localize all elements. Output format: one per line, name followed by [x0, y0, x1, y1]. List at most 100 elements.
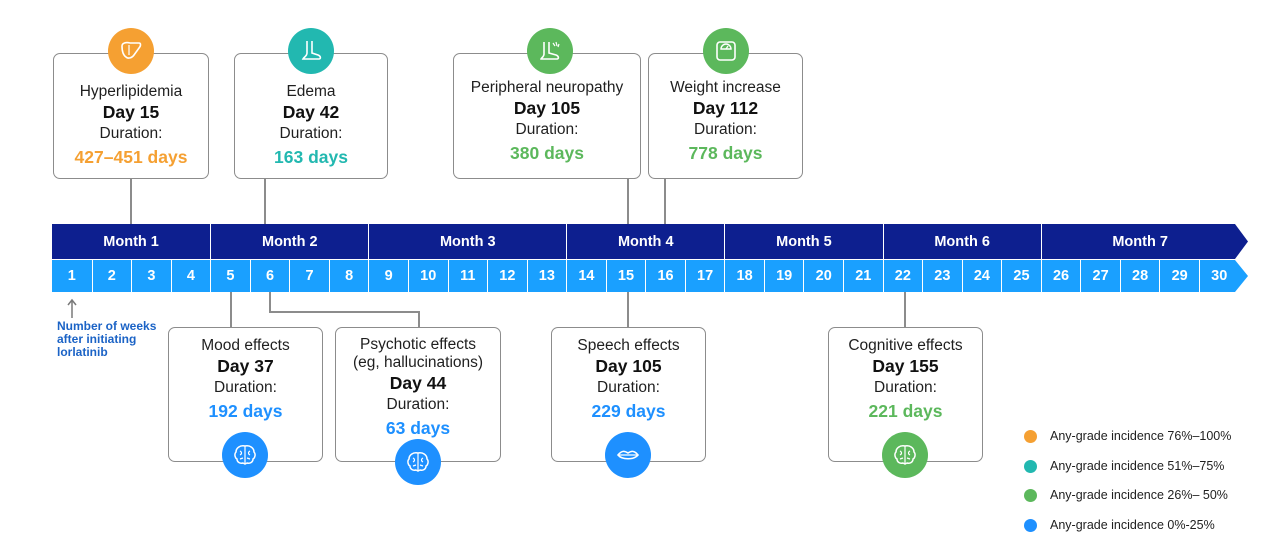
legend-label: Any-grade incidence 76%–100%: [1050, 429, 1232, 443]
week-label: 20: [803, 260, 843, 292]
event-duration: 221 days: [868, 401, 943, 421]
month-label: Month 4: [566, 224, 724, 259]
connector-cognitive-effects: [904, 292, 906, 328]
week-label: 21: [843, 260, 883, 292]
legend-label: Any-grade incidence 26%– 50%: [1050, 488, 1228, 502]
connector-speech-effects: [627, 292, 629, 328]
event-name: Mood effects: [201, 337, 290, 354]
event-card-weight-increase: Weight increase Day 112 Duration: 778 da…: [648, 53, 803, 179]
duration-label: Duration:: [874, 379, 937, 396]
connector-psychotic-effects-drop: [418, 311, 420, 328]
connector-peripheral-neuropathy: [627, 178, 629, 224]
week-label: 2: [91, 260, 132, 292]
foot-icon: [288, 28, 334, 74]
legend-dot: [1024, 459, 1037, 473]
event-name: Edema: [286, 83, 336, 100]
week-label: 30: [1198, 260, 1239, 292]
week-label: 9: [368, 260, 408, 292]
liver-icon: [108, 28, 154, 74]
connector-hyperlipidemia: [130, 178, 132, 224]
week-label: 24: [961, 260, 1002, 292]
event-duration: 380 days: [510, 143, 584, 163]
event-day: Day 112: [692, 98, 759, 118]
month-label: Month 5: [724, 224, 882, 259]
week-bar: [52, 260, 1248, 292]
connector-edema: [264, 178, 266, 224]
event-duration: 163 days: [274, 147, 348, 167]
duration-label: Duration:: [214, 379, 277, 396]
week-label: 19: [763, 260, 804, 292]
scale-icon: [703, 28, 749, 74]
duration-label: Duration:: [386, 396, 450, 413]
event-name: Hyperlipidemia: [79, 83, 183, 100]
week-label: 8: [328, 260, 369, 292]
week-labels: 1 2 3 4 5 6 7 8 9 10 11 12 13 14 15 16 17 18 19 20 21 22 23 24 2…: [52, 260, 1246, 292]
legend-item: Any-grade incidence 76%–100%: [1024, 428, 1231, 444]
week-label: 17: [684, 260, 725, 292]
week-label: 6: [249, 260, 290, 292]
month-label: Month 6: [882, 224, 1041, 259]
event-duration: 63 days: [385, 418, 451, 438]
legend-label: Any-grade incidence 51%–75%: [1050, 459, 1225, 473]
week-label: 26: [1040, 260, 1081, 292]
duration-label: Duration:: [99, 125, 163, 142]
month-label: Month 1: [103, 233, 159, 250]
legend-dot: [1024, 518, 1037, 532]
event-card-cognitive-effects: Cognitive effects Day 155 Duration: 221 …: [828, 327, 983, 462]
event-day: Day 44: [389, 373, 447, 393]
legend-item: Any-grade incidence 51%–75%: [1024, 458, 1224, 474]
week-label: 25: [1001, 260, 1041, 292]
event-card-edema: Edema Day 42 Duration: 163 days: [234, 53, 388, 179]
week-label: 14: [566, 260, 606, 292]
month-label: Month 7: [1040, 224, 1239, 259]
brain-icon: [395, 439, 441, 485]
month-label: Month 2: [210, 224, 368, 259]
week-label: 11: [447, 260, 488, 292]
connector-mood-effects: [230, 292, 232, 328]
event-day: Day 105: [513, 98, 581, 118]
event-name: Weight increase: [670, 79, 781, 96]
event-day: Day 42: [282, 102, 340, 122]
week-label: 12: [487, 260, 527, 292]
axis-note-line: lorlatinib: [57, 345, 108, 359]
axis-note-line: after initiating: [57, 332, 137, 346]
event-day: Day 37: [217, 356, 274, 376]
connector-psychotic-effects-horizontal: [269, 311, 419, 313]
week-label: 7: [289, 260, 329, 292]
event-name-line2: (eg, hallucinations): [352, 354, 484, 371]
month-label: Month 3: [368, 224, 566, 259]
event-card-hyperlipidemia: Hyperlipidemia Day 15 Duration: 427–451 …: [53, 53, 209, 179]
month-labels: Month 1 Month 2 Month 3 Month 4 Month 5 Month…: [52, 224, 1246, 259]
event-duration: 778 days: [688, 143, 763, 163]
week-label: 15: [605, 260, 646, 292]
connector-weight-increase: [664, 178, 666, 224]
event-day: Day 155: [872, 356, 939, 376]
event-card-peripheral-neuropathy: Peripheral neuropathy Day 105 Duration: …: [453, 53, 641, 179]
axis-note-line: Number of weeks: [57, 319, 157, 333]
duration-label: Duration:: [597, 379, 660, 396]
event-name: Psychotic effects: [359, 336, 476, 353]
week-label: 27: [1080, 260, 1120, 292]
week-label: 23: [922, 260, 962, 292]
week-label: 29: [1159, 260, 1199, 292]
week-label: 4: [170, 260, 211, 292]
legend-dot: [1024, 429, 1037, 443]
event-card-speech-effects: Speech effects Day 105 Duration: 229 day…: [551, 327, 706, 462]
week-label: 18: [724, 260, 764, 292]
legend-dot: [1024, 488, 1037, 502]
event-day: Day 105: [595, 356, 662, 376]
brain-icon: [222, 432, 268, 478]
event-duration: 229 days: [591, 401, 666, 421]
event-duration: 427–451 days: [74, 147, 188, 167]
duration-label: Duration:: [279, 125, 343, 142]
week-label: 1: [67, 268, 76, 284]
event-day: Day 15: [102, 102, 160, 122]
week-label: 10: [407, 260, 448, 292]
lips-icon: [605, 432, 651, 478]
axis-arrow-icon: [67, 298, 77, 318]
week-label: 13: [526, 260, 567, 292]
week-label: 22: [882, 260, 923, 292]
event-name: Speech effects: [577, 337, 680, 354]
duration-label: Duration:: [515, 121, 579, 138]
event-name: Peripheral neuropathy: [470, 79, 624, 96]
